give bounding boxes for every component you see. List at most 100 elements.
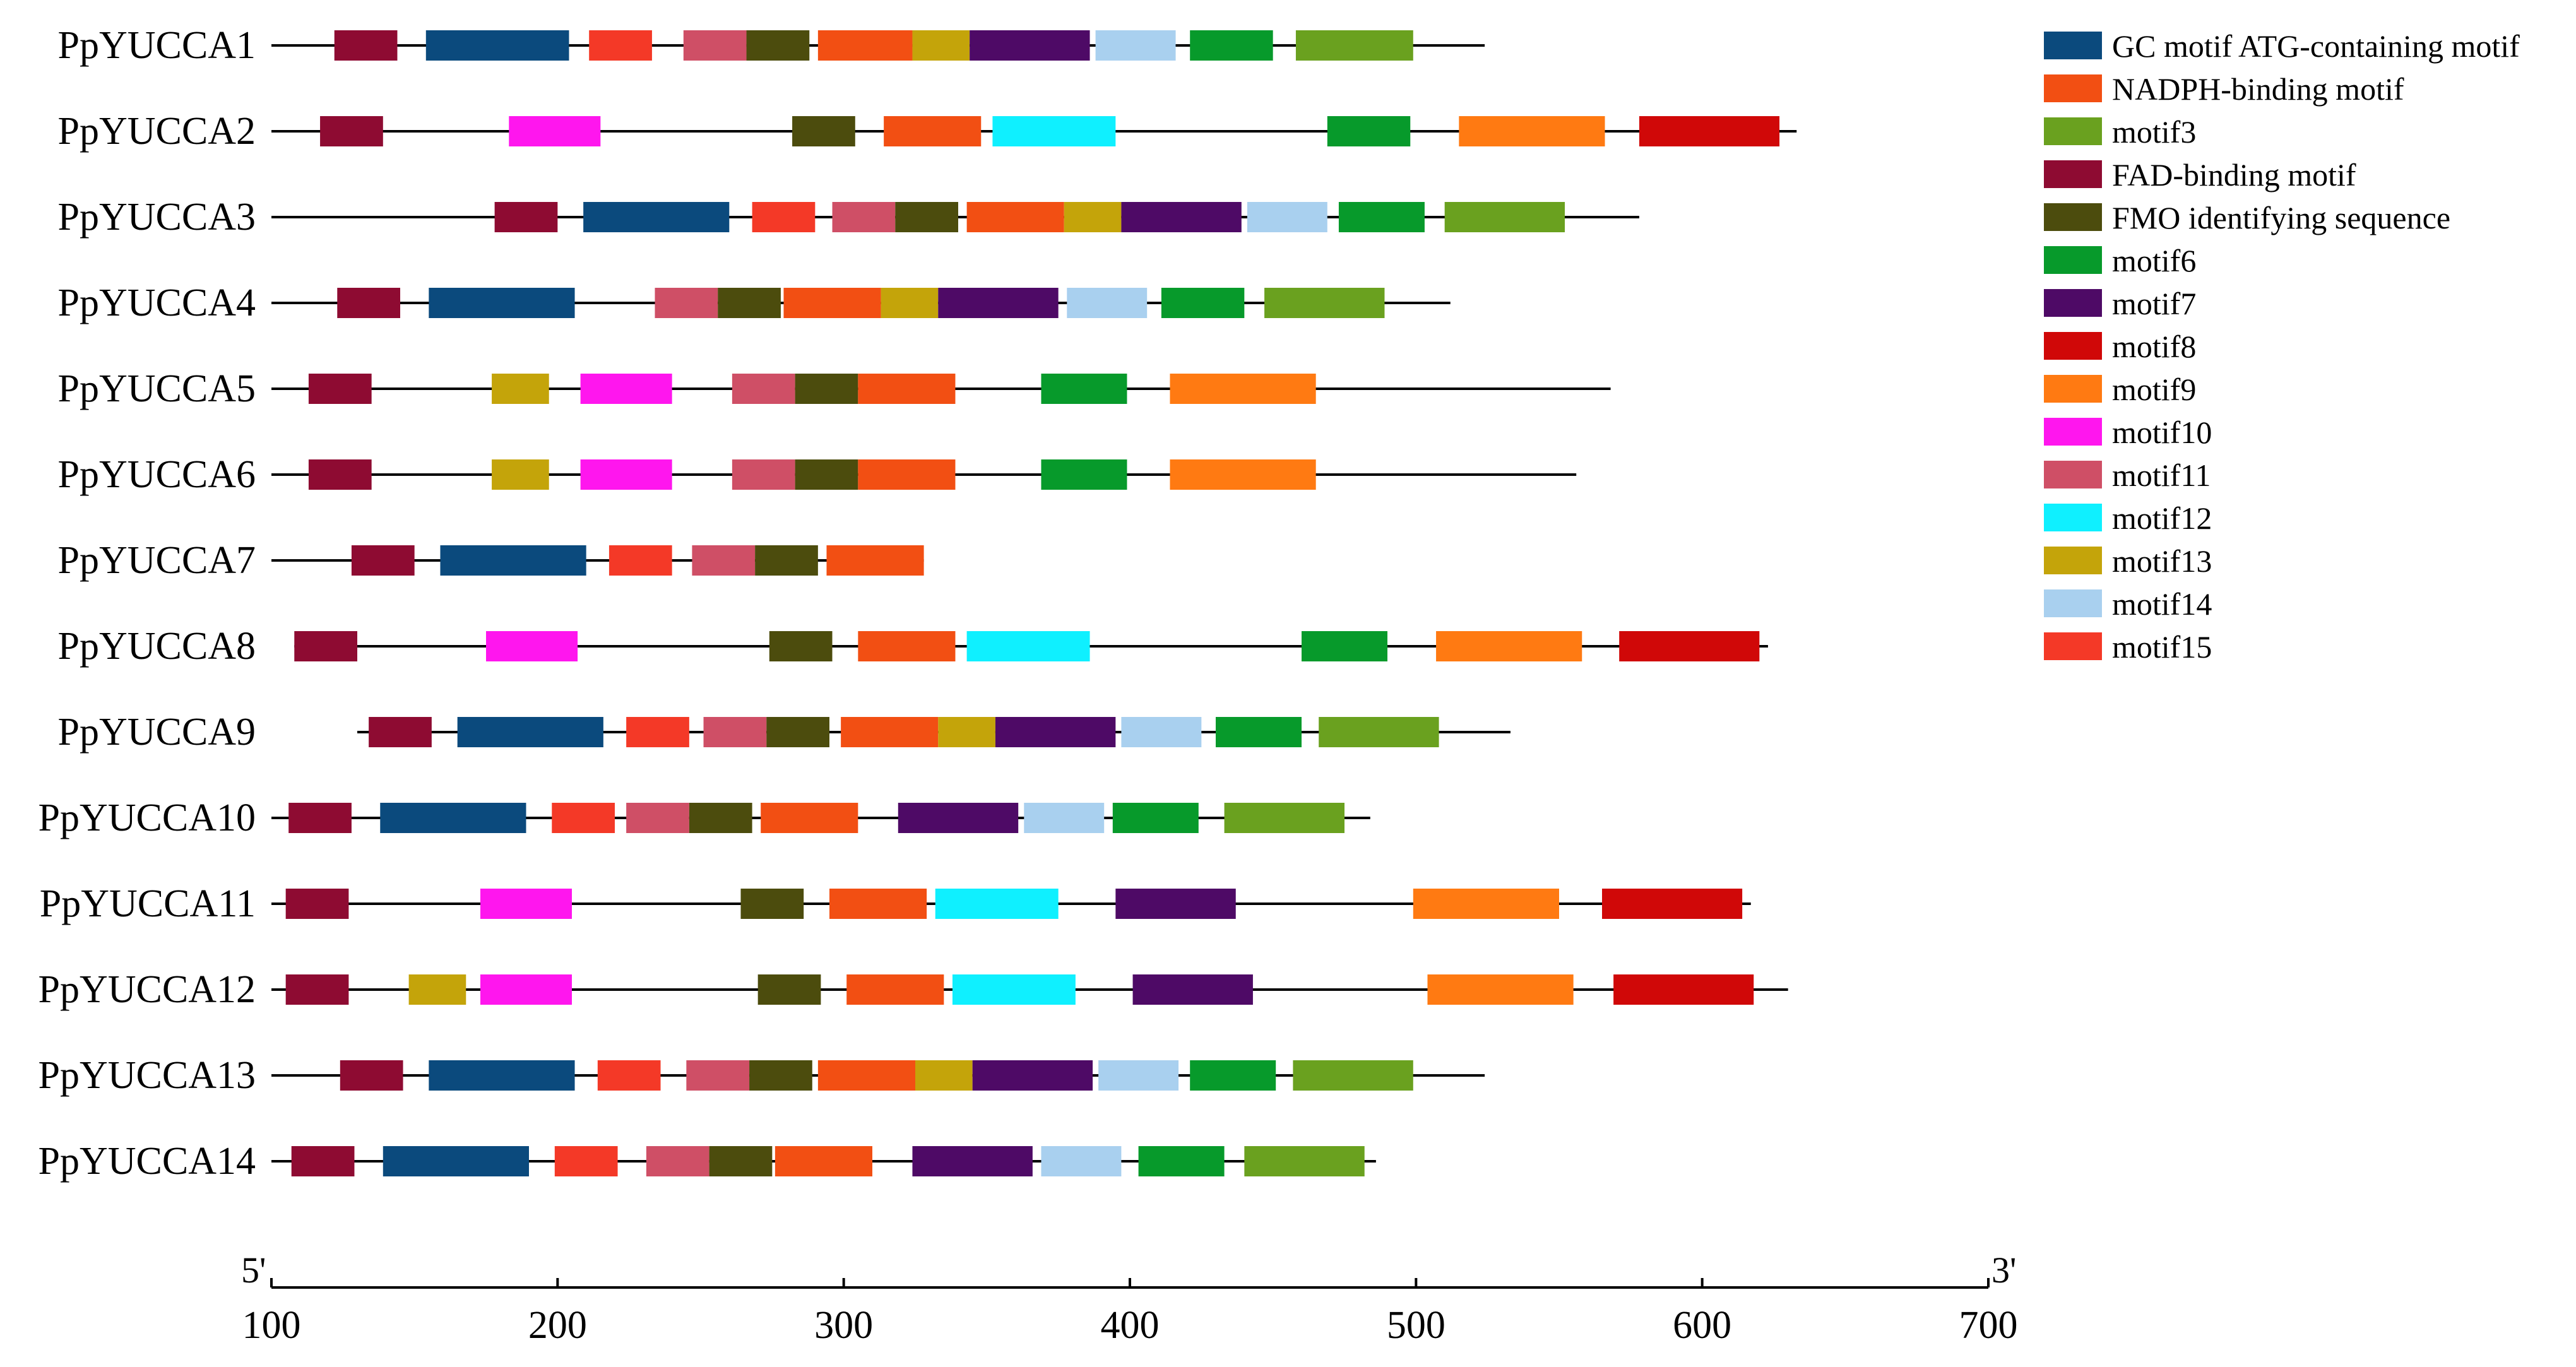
gene-label: PpYUCCA4	[57, 281, 256, 324]
motif-box-m9	[1170, 374, 1316, 404]
axis-tick-label: 500	[1387, 1304, 1445, 1347]
legend-label: motif9	[2112, 372, 2196, 407]
motif-box-m10	[580, 459, 672, 490]
motif-box-nadph	[817, 30, 913, 61]
motif-box-fad	[294, 631, 357, 661]
gene-row: PpYUCCA11	[40, 882, 1751, 925]
gene-label: PpYUCCA6	[57, 453, 256, 496]
motif-box-nadph	[761, 803, 858, 833]
legend-label: FAD-binding motif	[2112, 157, 2356, 192]
gene-row: PpYUCCA2	[57, 110, 1797, 153]
motif-box-fad	[340, 1060, 403, 1091]
motif-box-m6	[1338, 202, 1425, 232]
gene-label: PpYUCCA7	[57, 539, 256, 582]
motif-box-fmo	[766, 717, 829, 747]
legend-item-fmo: FMO identifying sequence	[2044, 200, 2450, 235]
legend-swatch	[2044, 547, 2102, 574]
motif-box-m15	[589, 30, 652, 61]
gene-label: PpYUCCA2	[57, 110, 256, 153]
gene-row: PpYUCCA5	[57, 367, 1611, 410]
motif-box-fmo	[795, 374, 858, 404]
motif-box-nadph	[846, 974, 944, 1005]
motif-box-m6	[1041, 459, 1127, 490]
legend-swatch	[2044, 632, 2102, 660]
motif-box-fad	[288, 803, 352, 833]
motif-box-nadph	[858, 374, 956, 404]
legend-label: FMO identifying sequence	[2112, 200, 2450, 235]
motif-box-m13	[492, 459, 549, 490]
legend-item-m11: motif11	[2044, 458, 2211, 493]
legend-item-m14: motif14	[2044, 586, 2212, 622]
motif-box-m3	[1293, 1060, 1413, 1091]
motif-box-m3	[1444, 202, 1565, 232]
motif-box-nadph	[817, 1060, 915, 1091]
motif-box-fmo	[795, 459, 858, 490]
gene-row: PpYUCCA8	[57, 625, 1768, 668]
axis-tick-label: 600	[1673, 1304, 1731, 1347]
motif-box-nadph	[966, 202, 1064, 232]
motif-box-m12	[992, 116, 1116, 146]
motif-box-m11	[692, 545, 756, 576]
motif-box-nadph	[884, 116, 982, 146]
legend-label: motif12	[2112, 500, 2212, 536]
legend-label: motif15	[2112, 629, 2212, 665]
gene-label: PpYUCCA9	[57, 711, 256, 754]
motif-box-fmo	[757, 974, 821, 1005]
motif-box-m15	[608, 545, 672, 576]
motif-box-m10	[509, 116, 601, 146]
legend-swatch	[2044, 332, 2102, 360]
motif-box-m13	[492, 374, 549, 404]
motif-box-m3	[1264, 288, 1385, 318]
gene-label: PpYUCCA14	[38, 1140, 256, 1183]
legend-swatch	[2044, 418, 2102, 446]
gene-row: PpYUCCA4	[57, 281, 1451, 324]
legend-label: NADPH-binding motif	[2112, 71, 2404, 107]
motif-box-m7	[1132, 974, 1253, 1005]
motif-box-m7	[1115, 889, 1236, 919]
motif-box-nadph	[858, 631, 956, 661]
legend-item-m3: motif3	[2044, 114, 2196, 150]
motif-box-nadph	[841, 717, 939, 747]
motif-box-m10	[486, 631, 578, 661]
motif-box-fad	[291, 1146, 355, 1176]
motif-box-fmo	[709, 1146, 773, 1176]
legend-swatch	[2044, 32, 2102, 59]
motif-box-m9	[1170, 459, 1316, 490]
motif-box-m11	[683, 30, 747, 61]
legend-item-fad: FAD-binding motif	[2044, 157, 2356, 192]
legend-item-gc: GC motif ATG-containing motif	[2044, 28, 2520, 64]
motif-box-m7	[972, 1060, 1093, 1091]
motif-box-m10	[480, 889, 572, 919]
motif-box-m8	[1613, 974, 1754, 1005]
motif-box-m3	[1319, 717, 1439, 747]
motif-box-m7	[1121, 202, 1242, 232]
legend-item-m12: motif12	[2044, 500, 2212, 536]
motif-box-m6	[1327, 116, 1411, 146]
motif-box-m11	[732, 459, 795, 490]
motif-box-m11	[732, 374, 795, 404]
motif-box-m15	[626, 717, 689, 747]
motif-box-m8	[1602, 889, 1743, 919]
motif-box-m6	[1138, 1146, 1225, 1176]
motif-box-m11	[686, 1060, 750, 1091]
motif-box-m6	[1190, 1060, 1276, 1091]
motif-box-m7	[995, 717, 1116, 747]
legend-swatch	[2044, 246, 2102, 274]
motif-box-m11	[703, 717, 767, 747]
motif-box-m7	[912, 1146, 1033, 1176]
motif-box-fad	[337, 288, 400, 318]
motif-box-fad	[308, 374, 372, 404]
motif-box-m13	[881, 288, 939, 318]
legend-swatch	[2044, 461, 2102, 488]
motif-box-m13	[912, 30, 970, 61]
gene-row: PpYUCCA6	[57, 453, 1577, 496]
gene-row: PpYUCCA3	[57, 196, 1639, 239]
motif-box-fad	[334, 30, 398, 61]
motif-box-m6	[1041, 374, 1127, 404]
legend-swatch	[2044, 589, 2102, 617]
motif-box-m15	[597, 1060, 661, 1091]
motif-box-m12	[966, 631, 1090, 661]
motif-box-m7	[970, 30, 1090, 61]
legend-label: motif10	[2112, 415, 2212, 450]
